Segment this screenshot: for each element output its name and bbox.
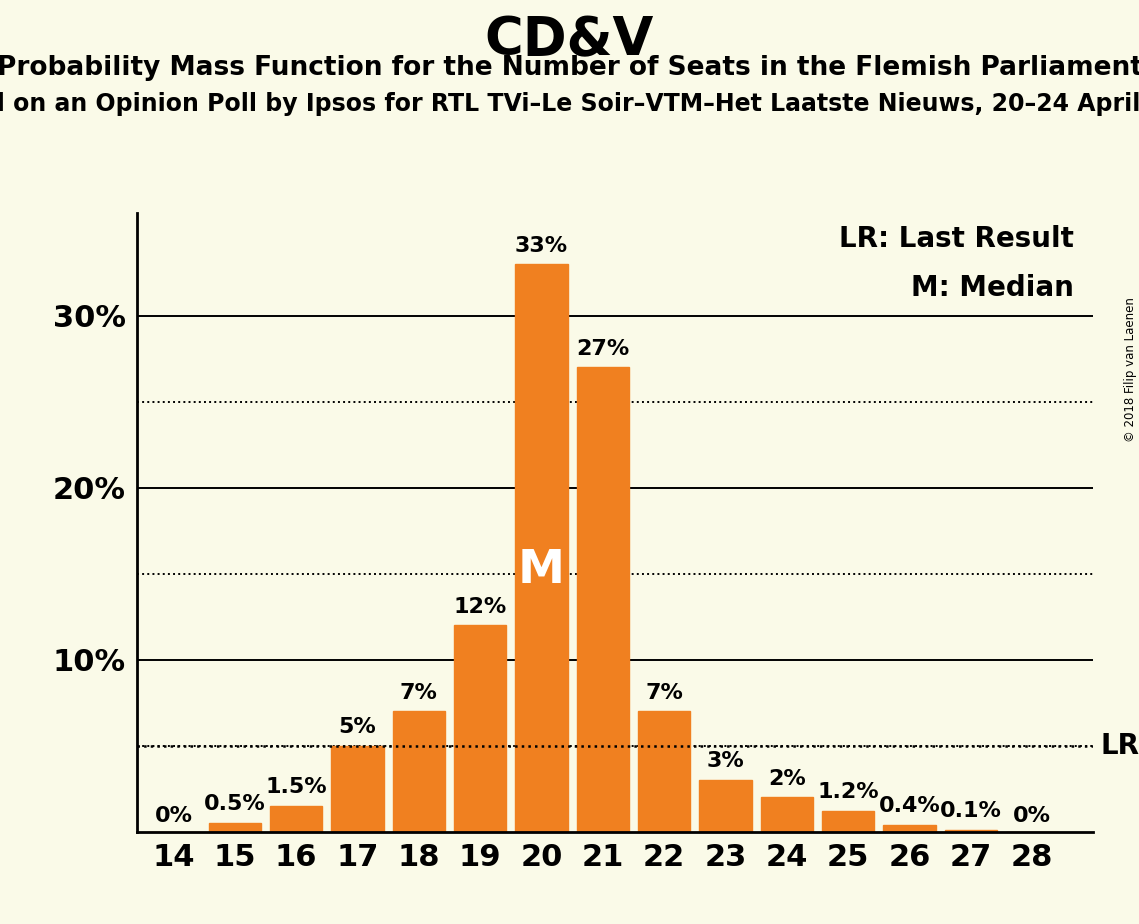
Text: 33%: 33% (515, 236, 568, 256)
Text: 27%: 27% (576, 339, 630, 359)
Text: Probability Mass Function for the Number of Seats in the Flemish Parliament: Probability Mass Function for the Number… (0, 55, 1139, 81)
Text: CD&V: CD&V (485, 14, 654, 66)
Text: 7%: 7% (645, 683, 683, 702)
Bar (208, 823, 261, 832)
Bar (454, 626, 506, 832)
Text: 0%: 0% (155, 807, 192, 826)
Text: 1.5%: 1.5% (265, 777, 327, 797)
Text: 3%: 3% (706, 751, 744, 772)
Text: 12%: 12% (453, 597, 507, 616)
Bar (270, 806, 322, 832)
Text: 7%: 7% (400, 683, 437, 702)
Text: 0%: 0% (1013, 807, 1051, 826)
Text: 2%: 2% (768, 769, 805, 788)
Bar (699, 780, 752, 832)
Bar (884, 825, 935, 832)
Bar (393, 711, 445, 832)
Bar (944, 830, 997, 832)
Text: LR: Last Result: LR: Last Result (839, 225, 1074, 253)
Text: M: M (518, 548, 565, 593)
Text: 1.2%: 1.2% (818, 783, 879, 802)
Bar (761, 797, 813, 832)
Text: 0.5%: 0.5% (204, 795, 265, 814)
Text: 5%: 5% (338, 717, 376, 737)
Text: LR: LR (1100, 732, 1139, 760)
Text: Based on an Opinion Poll by Ipsos for RTL TVi–Le Soir–VTM–Het Laatste Nieuws, 20: Based on an Opinion Poll by Ipsos for RT… (0, 92, 1139, 116)
Bar (822, 811, 874, 832)
Bar (638, 711, 690, 832)
Text: 0.1%: 0.1% (940, 801, 1001, 821)
Bar (515, 264, 567, 832)
Text: © 2018 Filip van Laenen: © 2018 Filip van Laenen (1124, 298, 1137, 442)
Bar (331, 746, 384, 832)
Text: 0.4%: 0.4% (878, 796, 941, 816)
Text: M: Median: M: Median (911, 274, 1074, 302)
Bar (576, 368, 629, 832)
